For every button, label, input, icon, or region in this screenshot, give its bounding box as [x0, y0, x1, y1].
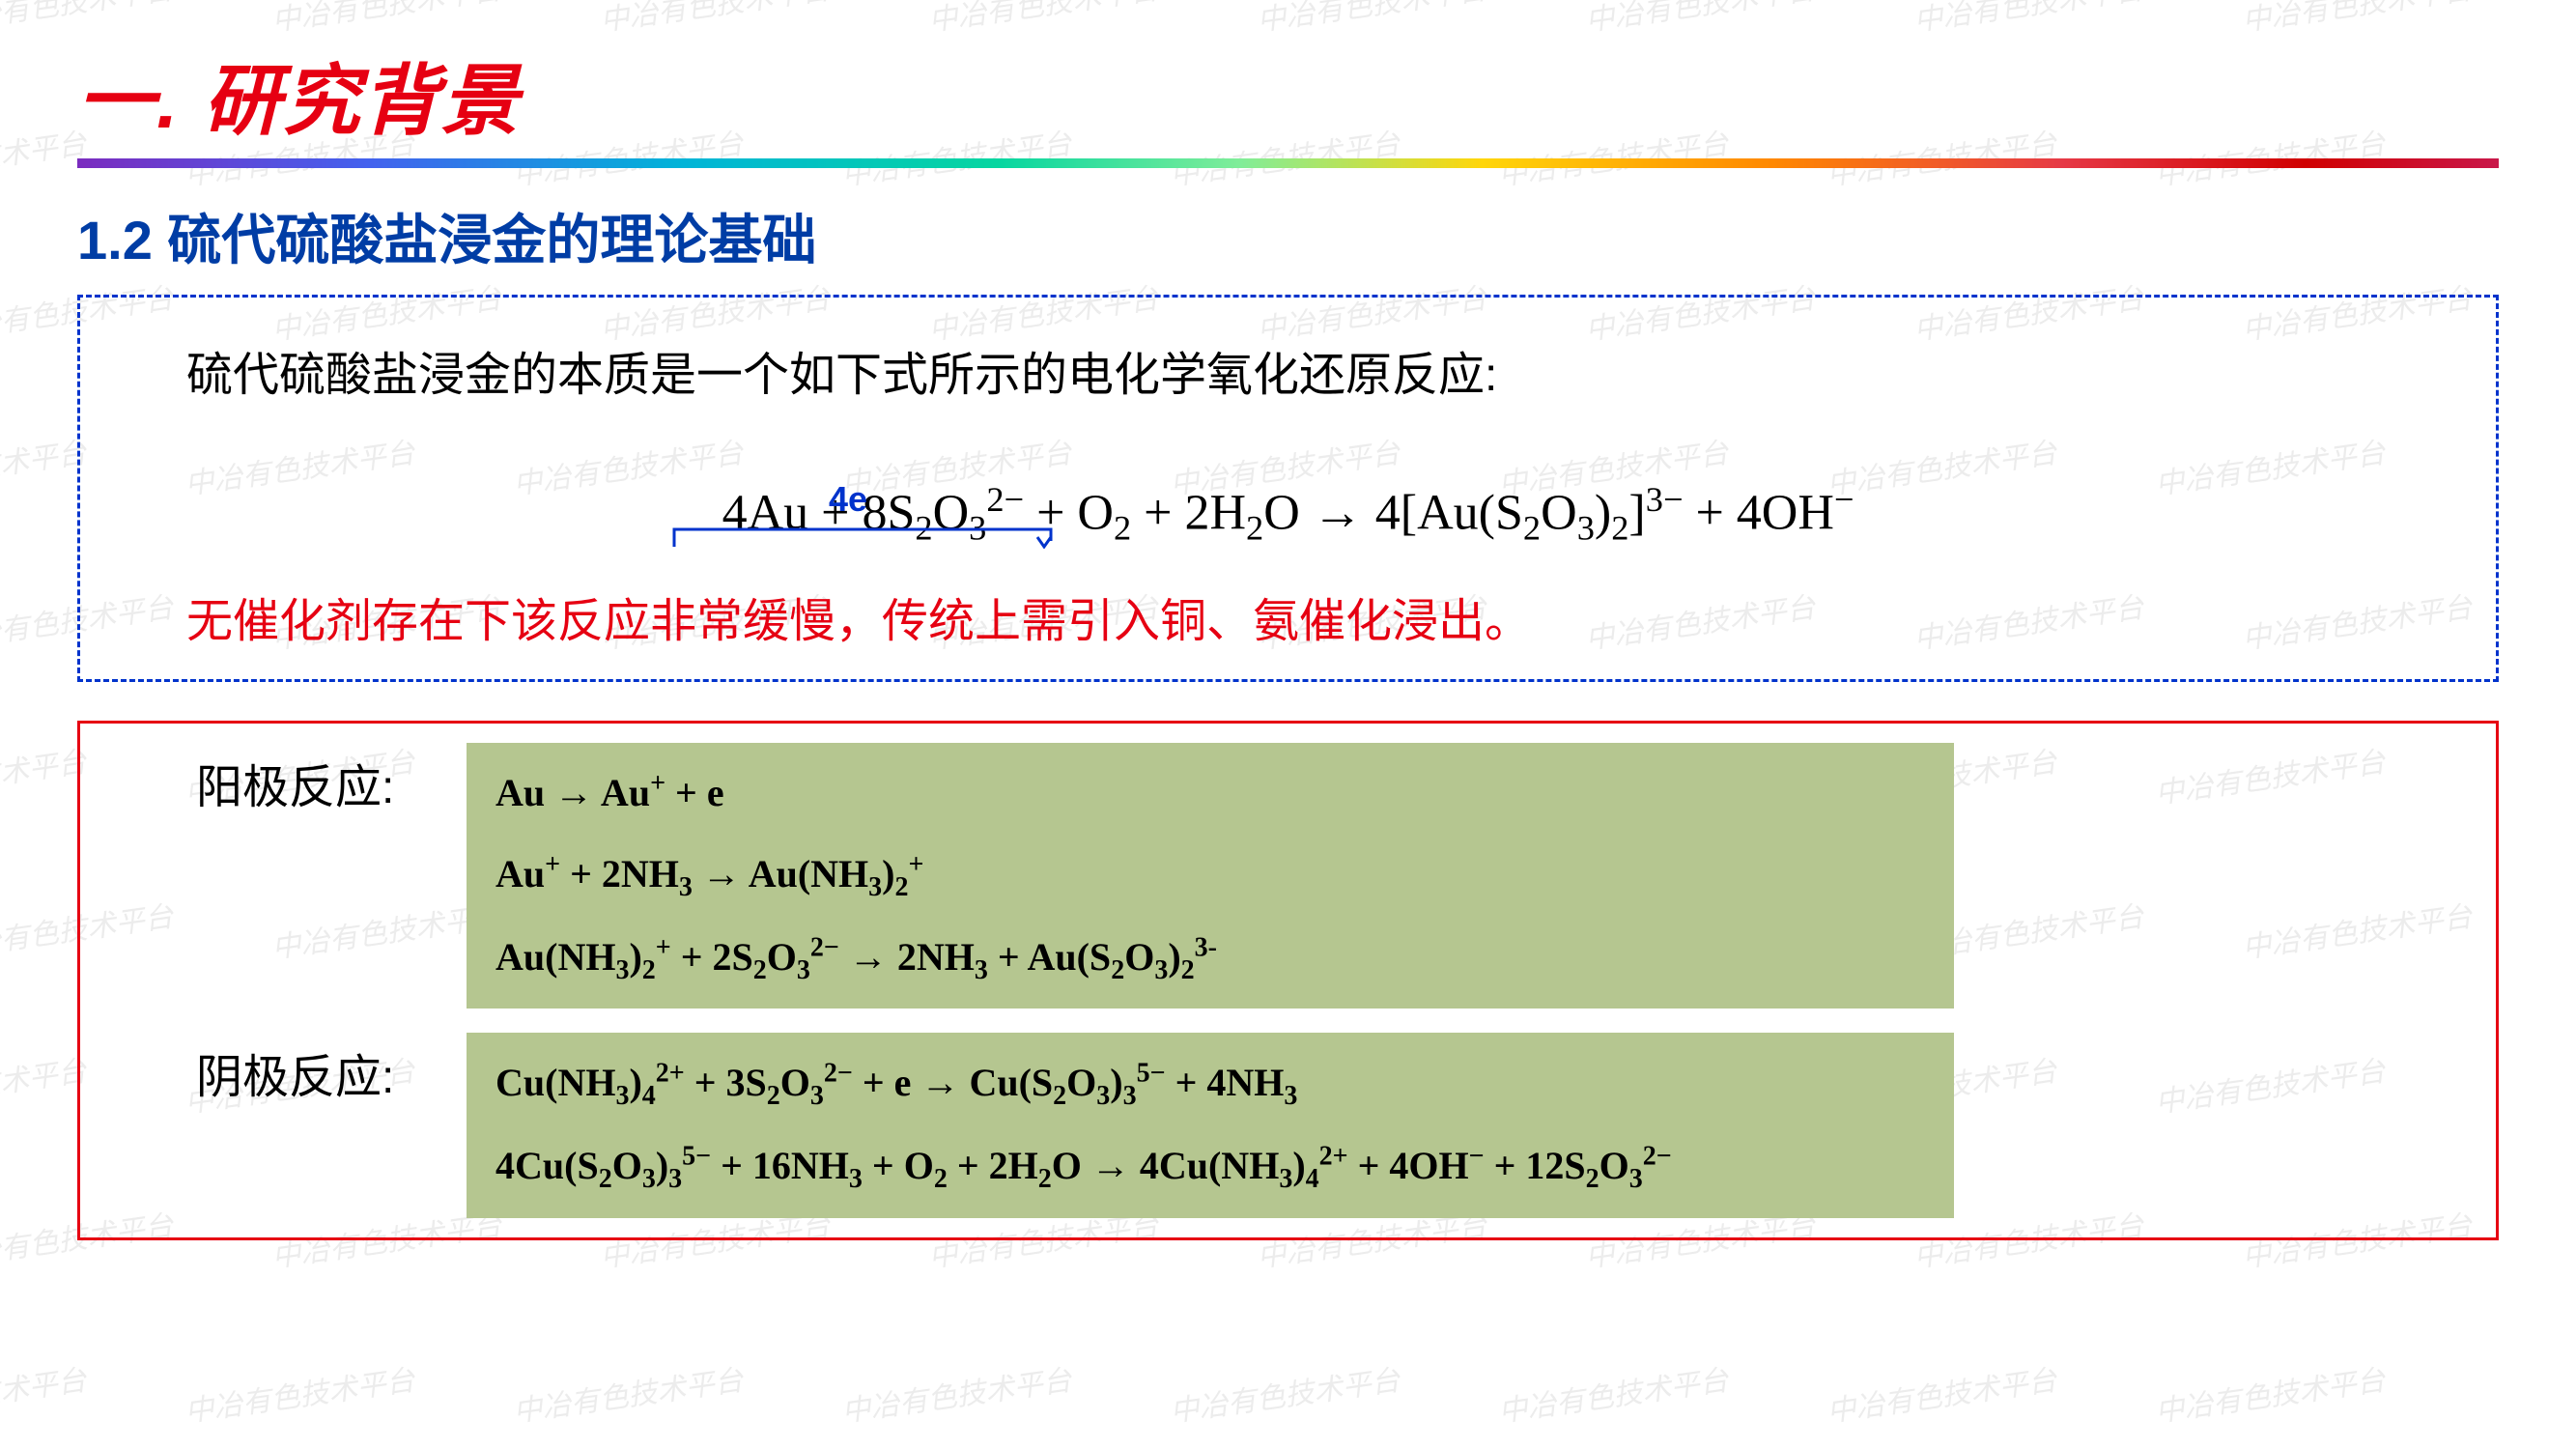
- electron-bracket-icon: [669, 520, 1056, 549]
- reactions-box: 阳极反应: Au → Au+ + e Au+ + 2NH3 → Au(NH3)2…: [77, 721, 2499, 1240]
- anode-eq-1: Au → Au+ + e: [495, 753, 1925, 834]
- theory-intro-text: 硫代硫酸盐浸金的本质是一个如下式所示的电化学氧化还原反应:: [186, 336, 2390, 404]
- main-equation-wrap: 4e 4Au + 8S2O32− + O2 + 2H2O → 4[Au(S2O3…: [186, 479, 2390, 549]
- theory-box: 硫代硫酸盐浸金的本质是一个如下式所示的电化学氧化还原反应: 4e 4Au + 8…: [77, 295, 2499, 682]
- cathode-equations: Cu(NH3)42+ + 3S2O32− + e → Cu(S2O3)35− +…: [467, 1033, 1954, 1218]
- cathode-row: 阴极反应: Cu(NH3)42+ + 3S2O32− + e → Cu(S2O3…: [196, 1033, 2467, 1218]
- electron-transfer-label: 4e: [829, 479, 867, 520]
- rainbow-divider: [77, 158, 2499, 168]
- anode-label: 阳极反应:: [196, 743, 467, 816]
- anode-row: 阳极反应: Au → Au+ + e Au+ + 2NH3 → Au(NH3)2…: [196, 743, 2467, 1009]
- anode-equations: Au → Au+ + e Au+ + 2NH3 → Au(NH3)2+ Au(N…: [467, 743, 1954, 1009]
- theory-note: 无催化剂存在下该反应非常缓慢，传统上需引入铜、氨催化浸出。: [186, 582, 2390, 650]
- cathode-label: 阴极反应:: [196, 1033, 467, 1106]
- cathode-eq-2: 4Cu(S2O3)35− + 16NH3 + O2 + 2H2O → 4Cu(N…: [495, 1125, 1925, 1208]
- main-equation: 4Au + 8S2O32− + O2 + 2H2O → 4[Au(S2O3)2]…: [186, 479, 2390, 549]
- anode-eq-2: Au+ + 2NH3 → Au(NH3)2+: [495, 834, 1925, 917]
- section-subtitle: 1.2 硫代硫酸盐浸金的理论基础: [77, 197, 2499, 275]
- cathode-eq-1: Cu(NH3)42+ + 3S2O32− + e → Cu(S2O3)35− +…: [495, 1042, 1925, 1125]
- main-title: 一. 研究背景: [77, 39, 2499, 151]
- anode-eq-3: Au(NH3)2+ + 2S2O32− → 2NH3 + Au(S2O3)23-: [495, 917, 1925, 1000]
